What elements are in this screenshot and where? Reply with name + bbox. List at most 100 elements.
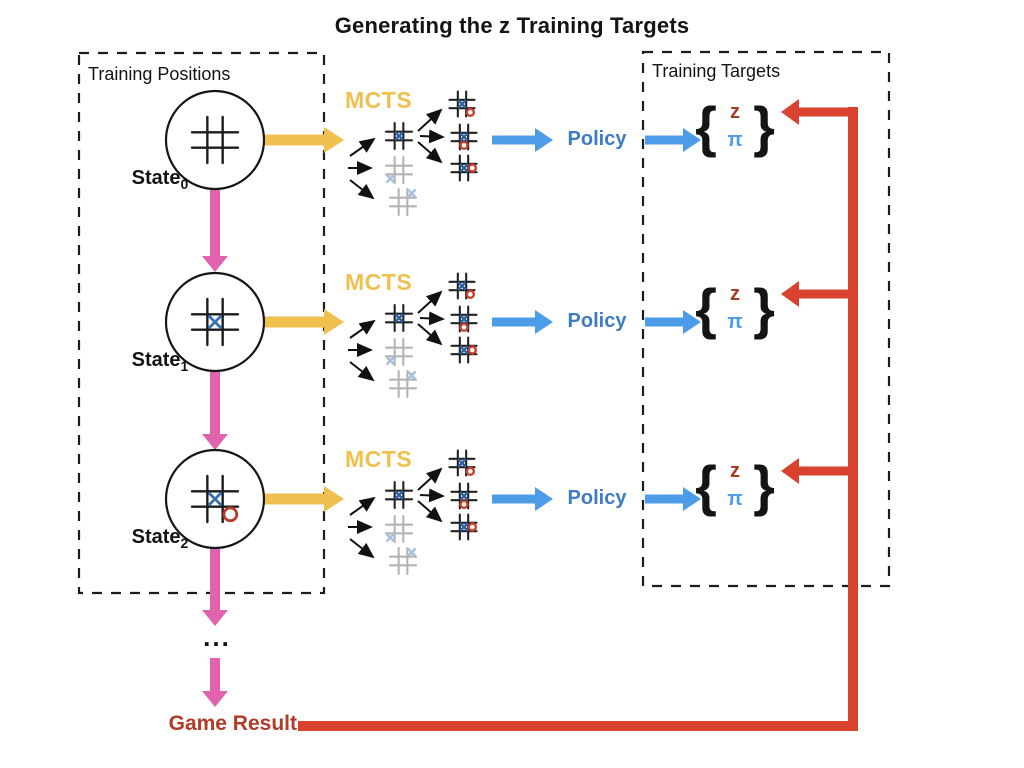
pink-arrow-3 — [202, 658, 228, 707]
policy-label-0: Policy — [567, 128, 627, 150]
target-pi-2: π — [727, 488, 743, 510]
mcts-board-l1-2-row0 — [388, 187, 418, 217]
policy-label-2: Policy — [567, 487, 627, 509]
x-mark — [459, 345, 469, 355]
o-mark — [465, 107, 476, 118]
tree-arrow — [417, 500, 443, 523]
o-mark — [465, 466, 476, 477]
mcts-board-l2-2-row1 — [450, 336, 478, 364]
o-mark — [465, 289, 476, 300]
state-label-subscript: 1 — [180, 358, 189, 374]
state-board-0 — [190, 115, 240, 165]
state-board-2 — [190, 474, 240, 524]
blue-arrow-to-targets-0 — [645, 128, 701, 152]
mcts-board-l1-2-row1 — [388, 369, 418, 399]
mcts-board-l2-1-row2 — [450, 482, 478, 510]
blue-arrow-to-targets-1 — [645, 310, 701, 334]
mcts-board-l2-0-row0 — [448, 90, 476, 118]
x-mark — [208, 315, 222, 329]
yellow-arrow-2 — [265, 486, 344, 512]
mcts-board-l1-1-row0 — [384, 155, 414, 185]
mcts-label-2: MCTS — [345, 446, 413, 472]
x-mark — [459, 314, 469, 324]
tree-arrow — [417, 141, 443, 164]
o-mark — [467, 345, 478, 355]
x-mark — [457, 458, 467, 468]
mcts-board-l1-0-row2 — [384, 480, 414, 510]
target-brace-open-1: { — [695, 277, 717, 340]
target-brace-open-2: { — [695, 454, 717, 517]
mcts-board-l1-1-row1 — [384, 337, 414, 367]
target-z-1: z — [730, 283, 740, 305]
target-pi-1: π — [727, 311, 743, 333]
diagram-title: Generating the z Training Targets — [334, 13, 690, 38]
mcts-board-l2-2-row2 — [450, 513, 478, 541]
target-z-0: z — [730, 101, 740, 123]
x-mark — [385, 533, 395, 543]
red-arrow-0 — [781, 99, 856, 125]
mcts-board-l2-2-row0 — [450, 154, 478, 182]
x-mark — [385, 356, 395, 366]
o-mark — [459, 499, 469, 510]
state-label-text: State — [131, 167, 181, 189]
blue-arrow-to-policy-0 — [492, 128, 553, 152]
x-mark — [394, 490, 404, 500]
mcts-label-1: MCTS — [345, 269, 413, 295]
tree-arrow — [349, 496, 376, 516]
blue-arrow-to-targets-2 — [645, 487, 701, 511]
x-mark — [459, 522, 469, 532]
mcts-board-l2-0-row1 — [448, 272, 476, 300]
training-targets-label: Training Targets — [652, 61, 781, 81]
red-arrow-2 — [781, 458, 856, 484]
target-brace-close-1: } — [753, 277, 775, 340]
x-mark — [394, 131, 404, 141]
mcts-board-l2-1-row1 — [450, 305, 478, 333]
tree-arrow — [417, 467, 443, 491]
mcts-board-l1-0-row0 — [384, 121, 414, 151]
red-arrow-1 — [781, 281, 856, 307]
mcts-board-l1-1-row2 — [384, 514, 414, 544]
mcts-label-0: MCTS — [345, 87, 413, 113]
yellow-arrow-1 — [265, 309, 344, 335]
x-mark — [394, 313, 404, 323]
x-mark — [407, 188, 417, 198]
mcts-board-l2-0-row2 — [448, 449, 476, 477]
tree-arrow — [349, 137, 376, 157]
game-result-label: Game Result — [168, 712, 297, 735]
o-mark — [459, 140, 469, 151]
ellipsis: ... — [203, 622, 231, 652]
mcts-board-l1-2-row2 — [388, 546, 418, 576]
target-brace-close-0: } — [753, 95, 775, 158]
state-board-1 — [190, 297, 240, 347]
x-mark — [457, 281, 467, 291]
target-z-2: z — [730, 460, 740, 482]
state-label-2: State2 — [112, 526, 208, 551]
x-mark — [459, 163, 469, 173]
state-label-text: State — [131, 349, 181, 371]
tree-arrow — [349, 319, 376, 339]
x-mark — [459, 132, 469, 142]
o-mark — [459, 322, 469, 333]
x-mark — [407, 547, 417, 557]
state-label-text: State — [131, 526, 181, 548]
pink-arrow-2 — [202, 548, 228, 626]
mcts-board-l1-0-row1 — [384, 303, 414, 333]
target-pi-0: π — [727, 129, 743, 151]
target-brace-close-2: } — [753, 454, 775, 517]
x-mark — [459, 491, 469, 501]
x-mark — [457, 99, 467, 109]
pink-arrow-0 — [202, 189, 228, 272]
tree-arrow — [417, 108, 443, 132]
tree-arrow — [417, 290, 443, 314]
blue-arrow-to-policy-2 — [492, 487, 553, 511]
state-label-subscript: 2 — [180, 535, 189, 551]
tree-arrow — [419, 311, 445, 326]
x-mark — [208, 492, 222, 506]
tree-arrow — [349, 361, 375, 382]
tree-arrow — [417, 323, 443, 346]
mcts-board-l2-1-row0 — [450, 123, 478, 151]
state-label-subscript: 0 — [180, 176, 189, 192]
tree-arrow — [349, 179, 375, 200]
